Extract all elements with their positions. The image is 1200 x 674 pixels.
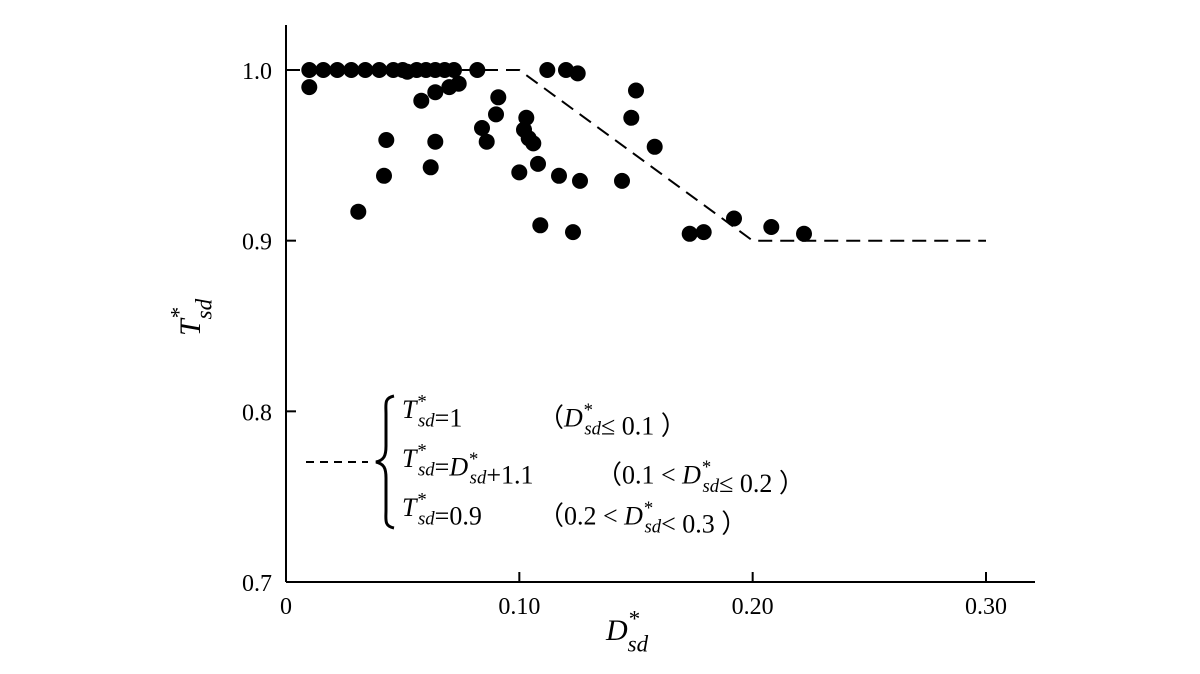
legend-entry: T* sd=D* sd+1.1 （0.1 < D* sd≤ 0.2 ）: [402, 441, 805, 498]
axes: [285, 25, 1035, 583]
data-point: [371, 62, 388, 78]
data-point: [551, 167, 567, 184]
data-point: [796, 225, 812, 242]
legend: T* sd=1 （D* sd≤ 0.1 ）T* sd=D* sd+1.1 （0.1 < D*…: [306, 392, 805, 539]
legend-entry: T* sd=0.9 （0.2 < D* sd< 0.3 ）: [402, 490, 747, 539]
data-point: [518, 109, 535, 126]
data-point: [532, 217, 549, 234]
data-point: [450, 75, 467, 92]
data-point: [614, 172, 630, 189]
x-axis-label: D* sd: [605, 606, 649, 657]
data-point: [681, 225, 698, 242]
x-axis-title: D* sd: [605, 606, 649, 657]
x-tick-label: 0.20: [732, 594, 774, 620]
data-point: [446, 62, 462, 78]
data-point: [376, 167, 392, 184]
ticks: 0.7 0.8 0.9 1.0 0 0.10 0.20 0.30: [242, 59, 1007, 620]
data-point: [350, 203, 367, 220]
data-point: [474, 120, 490, 136]
data-point: [646, 138, 663, 155]
data-point: [525, 135, 542, 152]
data-point: [413, 92, 430, 109]
data-point: [490, 89, 507, 106]
data-point: [469, 62, 486, 78]
x-tick-label: 0.30: [965, 594, 1007, 620]
x-tick-label: 0: [280, 594, 292, 620]
y-tick-label: 0.7: [242, 571, 272, 597]
data-point: [628, 82, 644, 99]
data-point: [329, 62, 346, 78]
data-point: [378, 132, 395, 148]
data-point: [530, 155, 546, 172]
data-point: [623, 109, 640, 126]
data-point: [572, 172, 588, 189]
legend-entry: T* sd=1 （D* sd≤ 0.1 ）: [402, 392, 687, 441]
data-point: [301, 62, 318, 78]
data-points: [301, 62, 812, 242]
y-tick-label: 0.9: [242, 230, 272, 256]
data-point: [301, 79, 318, 96]
y-axis-label: T*sd: [166, 298, 217, 336]
data-point: [357, 62, 374, 78]
data-point: [695, 224, 712, 241]
x-tick-label: 0.10: [498, 594, 540, 620]
data-point: [726, 210, 742, 227]
data-point: [511, 164, 528, 181]
y-axis-title: T*sd: [166, 298, 217, 336]
data-point: [565, 224, 581, 241]
data-point: [422, 159, 439, 176]
data-point: [488, 106, 504, 123]
data-point: [539, 62, 556, 78]
y-tick-label: 0.8: [242, 400, 272, 426]
data-point: [343, 62, 360, 78]
data-point: [478, 133, 495, 150]
data-point: [315, 62, 332, 78]
data-point: [427, 133, 444, 150]
legend-brace: [375, 394, 395, 530]
data-point: [427, 84, 444, 101]
y-tick-label: 1.0: [242, 59, 272, 85]
data-point: [763, 219, 780, 235]
data-point: [569, 65, 586, 82]
